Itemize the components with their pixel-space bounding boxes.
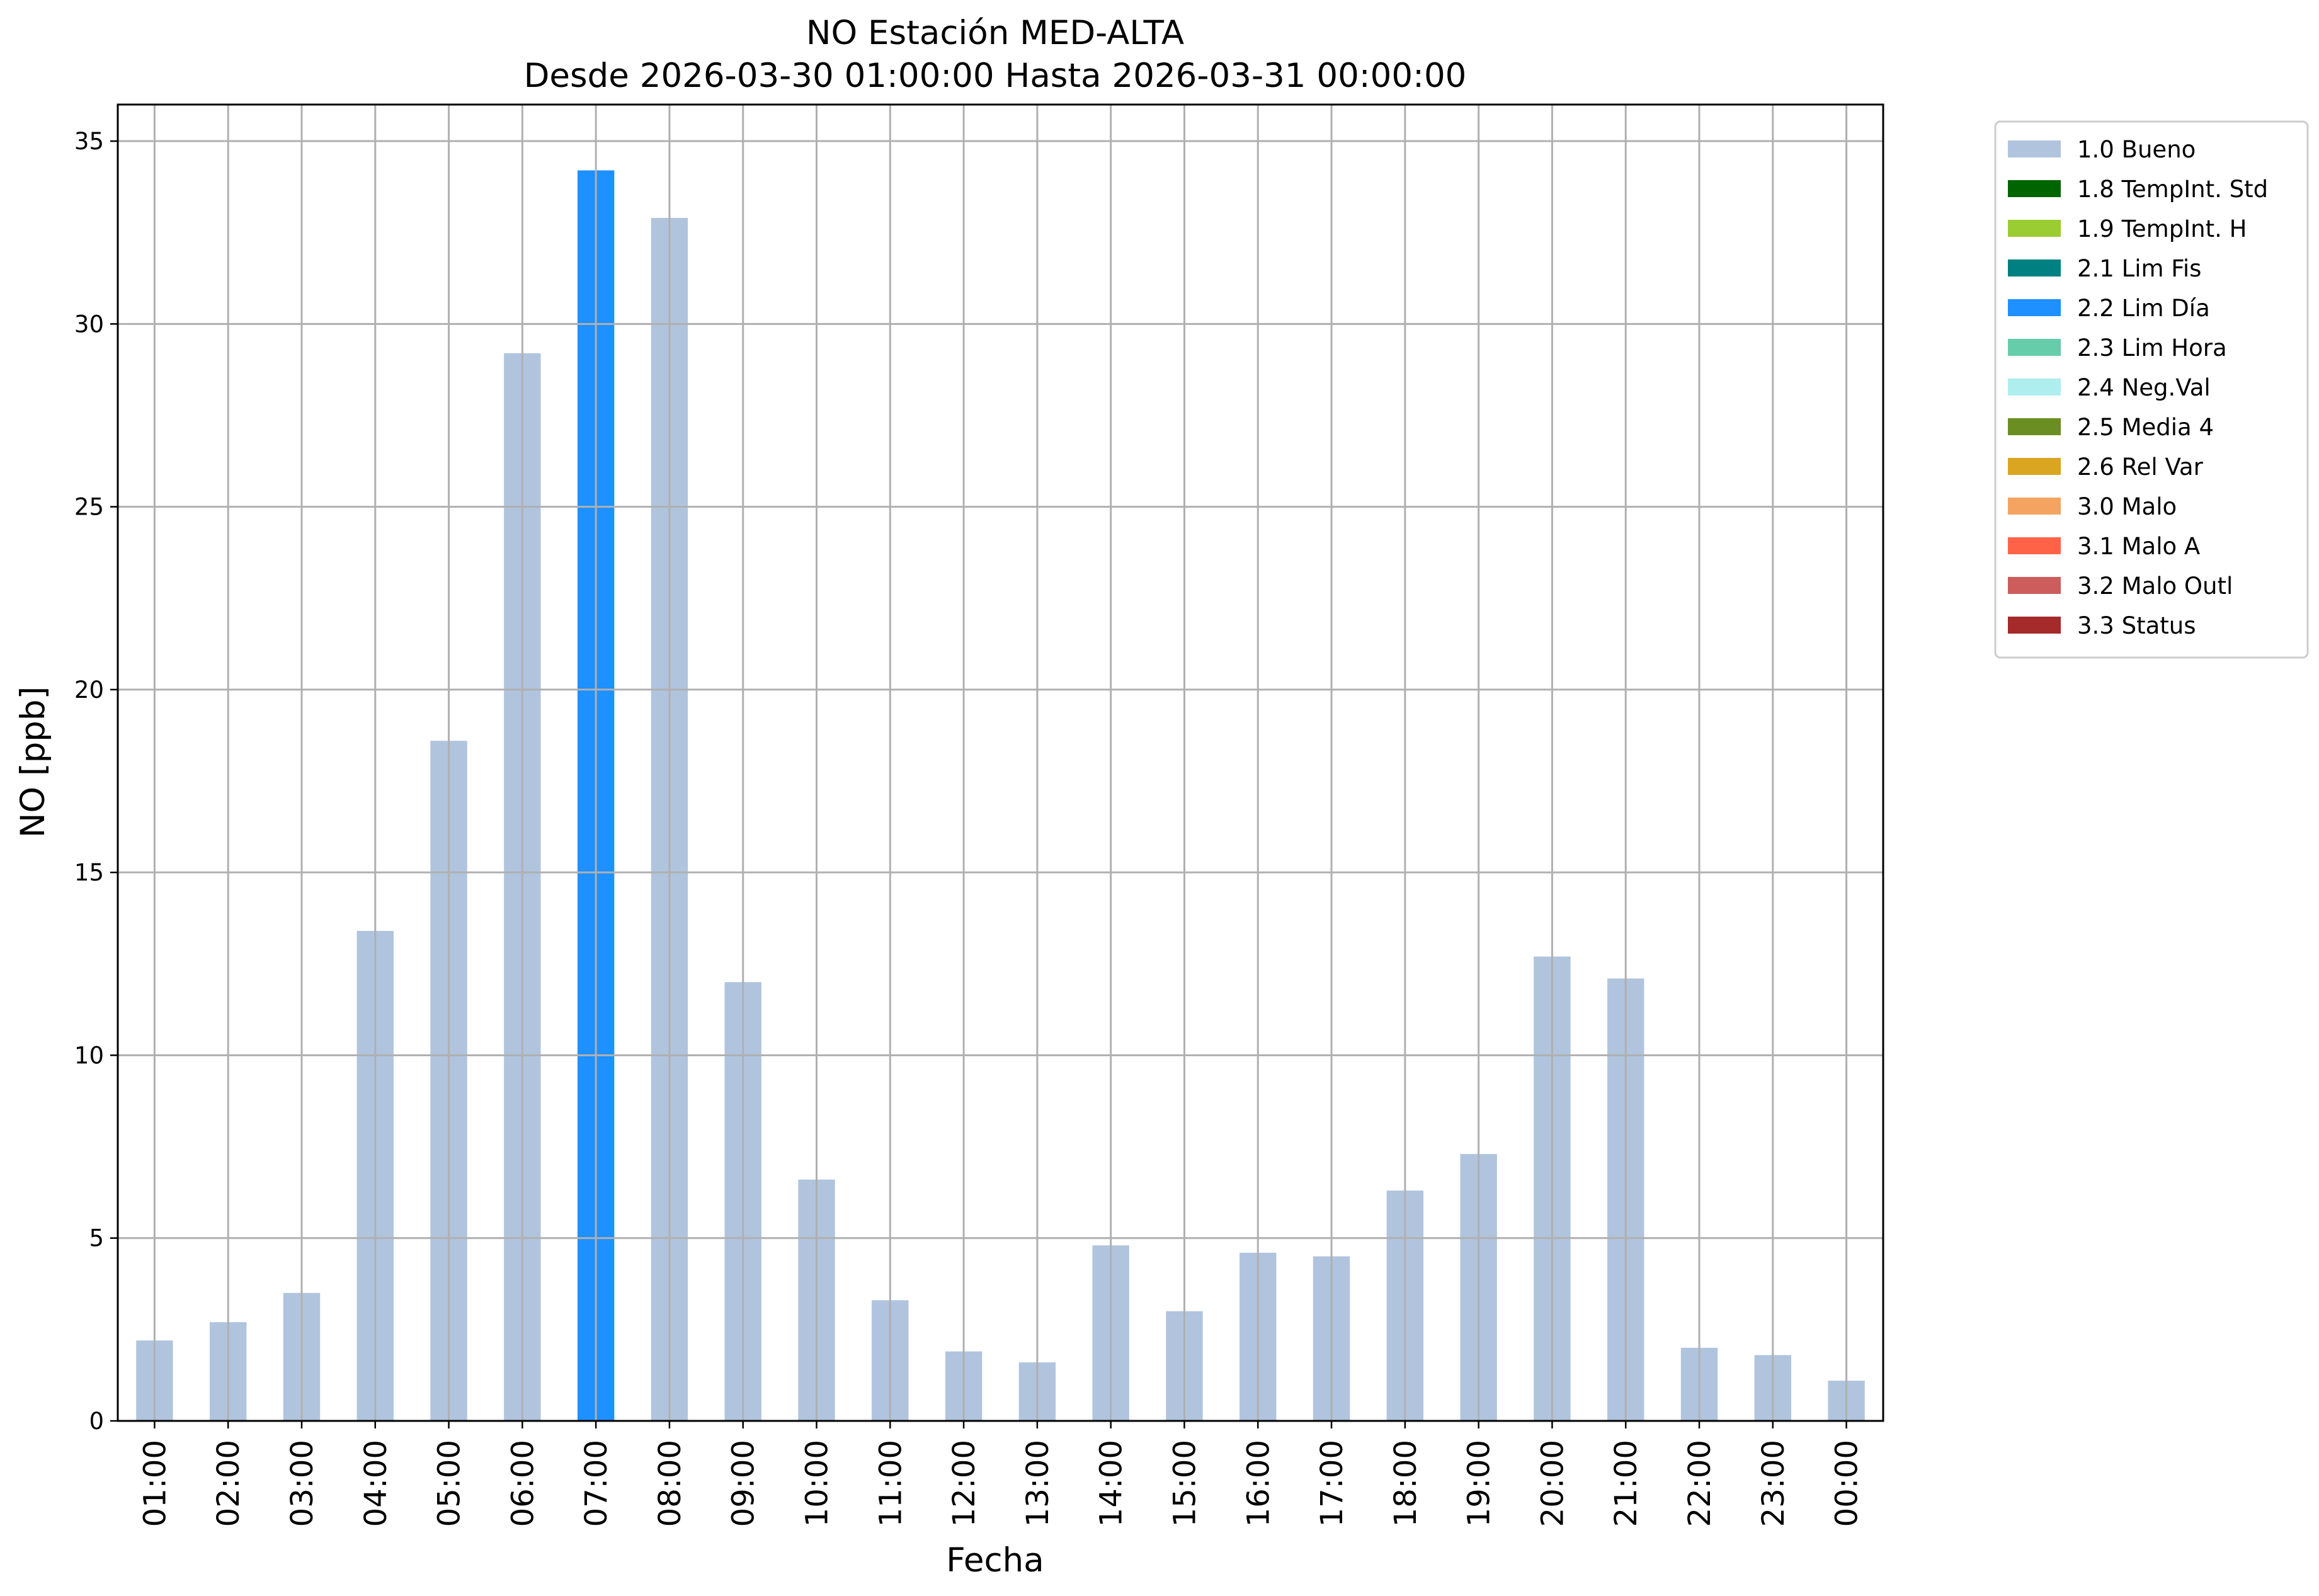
x-tick-label: 14:00 xyxy=(1094,1440,1129,1527)
legend: 1.0 Bueno 1.8 TempInt. Std 1.9 TempInt. H 2… xyxy=(1994,120,2309,659)
x-tick-label: 03:00 xyxy=(285,1440,320,1527)
legend-swatch xyxy=(2008,299,2061,316)
legend-label: 2.6 Rel Var xyxy=(2077,453,2204,481)
y-tick-label: 30 xyxy=(74,311,104,338)
legend-label: 3.3 Status xyxy=(2077,612,2196,639)
x-tick-label: 04:00 xyxy=(358,1440,394,1527)
x-tick-label: 22:00 xyxy=(1682,1440,1718,1527)
legend-swatch xyxy=(2008,259,2061,276)
legend-label: 1.9 TempInt. H xyxy=(2077,215,2247,242)
legend-label: 3.2 Malo Outl xyxy=(2077,573,2233,600)
x-tick-label: 08:00 xyxy=(652,1440,688,1527)
x-tick-label: 21:00 xyxy=(1609,1440,1644,1527)
y-tick-label: 15 xyxy=(74,859,104,886)
legend-label: 3.1 Malo A xyxy=(2077,533,2200,560)
legend-swatch xyxy=(2008,220,2061,237)
x-tick-label: 20:00 xyxy=(1535,1440,1570,1527)
legend-swatch xyxy=(2008,498,2061,515)
legend-swatch xyxy=(2008,379,2061,396)
x-tick-label: 00:00 xyxy=(1830,1440,1865,1527)
x-tick-label: 23:00 xyxy=(1756,1440,1791,1527)
y-tick-label: 20 xyxy=(74,676,104,704)
legend-swatch xyxy=(2008,418,2061,435)
legend-label: 1.8 TempInt. Std xyxy=(2077,176,2268,203)
x-axis-label: Fecha xyxy=(946,1541,1044,1580)
x-tick-label: 11:00 xyxy=(873,1440,908,1527)
x-tick-label: 06:00 xyxy=(505,1440,540,1527)
legend-label: 1.0 Bueno xyxy=(2077,136,2196,163)
legend-swatch xyxy=(2008,339,2061,356)
x-tick-label: 17:00 xyxy=(1314,1440,1350,1527)
chart-title: NO Estación MED-ALTA xyxy=(806,14,1184,52)
x-tick-label: 19:00 xyxy=(1462,1440,1497,1527)
y-tick-label: 5 xyxy=(89,1225,104,1252)
x-tick-label: 07:00 xyxy=(579,1440,614,1527)
legend-box xyxy=(1994,120,2309,659)
x-tick-label: 02:00 xyxy=(211,1440,246,1527)
y-tick-label: 35 xyxy=(74,128,104,155)
legend-swatch xyxy=(2008,180,2061,197)
legend-label: 2.3 Lim Hora xyxy=(2077,334,2227,362)
axis-ticks: 0 5 10 15 20 25 30 35 01:00 02:00 03:00 04:00 05:00 0… xyxy=(74,128,1865,1527)
legend-label: 2.1 Lim Fis xyxy=(2077,255,2201,282)
x-tick-label: 09:00 xyxy=(726,1440,761,1527)
x-tick-label: 05:00 xyxy=(432,1440,467,1527)
y-tick-label: 25 xyxy=(74,494,104,521)
x-tick-label: 12:00 xyxy=(947,1440,982,1527)
y-tick-label: 10 xyxy=(74,1042,104,1069)
legend-swatch xyxy=(2008,617,2061,634)
legend-label: 3.0 Malo xyxy=(2077,493,2177,520)
y-axis-label: NO [ppb] xyxy=(14,687,52,838)
x-tick-label: 13:00 xyxy=(1020,1440,1056,1527)
legend-label: 2.5 Media 4 xyxy=(2077,414,2214,441)
x-tick-label: 16:00 xyxy=(1241,1440,1276,1527)
legend-swatch xyxy=(2008,537,2061,554)
legend-swatch xyxy=(2008,140,2061,157)
bars xyxy=(136,170,1865,1422)
y-tick-label: 0 xyxy=(89,1408,104,1435)
legend-label: 2.2 Lim Día xyxy=(2077,295,2210,322)
legend-swatch xyxy=(2008,577,2061,594)
chart-subtitle: Desde 2026-03-30 01:00:00 Hasta 2026-03-… xyxy=(524,57,1467,95)
legend-label: 2.4 Neg.Val xyxy=(2077,374,2211,401)
x-tick-label: 01:00 xyxy=(137,1440,173,1527)
x-tick-label: 10:00 xyxy=(800,1440,835,1527)
legend-swatch xyxy=(2008,458,2061,475)
x-tick-label: 18:00 xyxy=(1388,1440,1423,1527)
x-tick-label: 15:00 xyxy=(1167,1440,1202,1527)
plot-frame xyxy=(117,103,1884,1422)
